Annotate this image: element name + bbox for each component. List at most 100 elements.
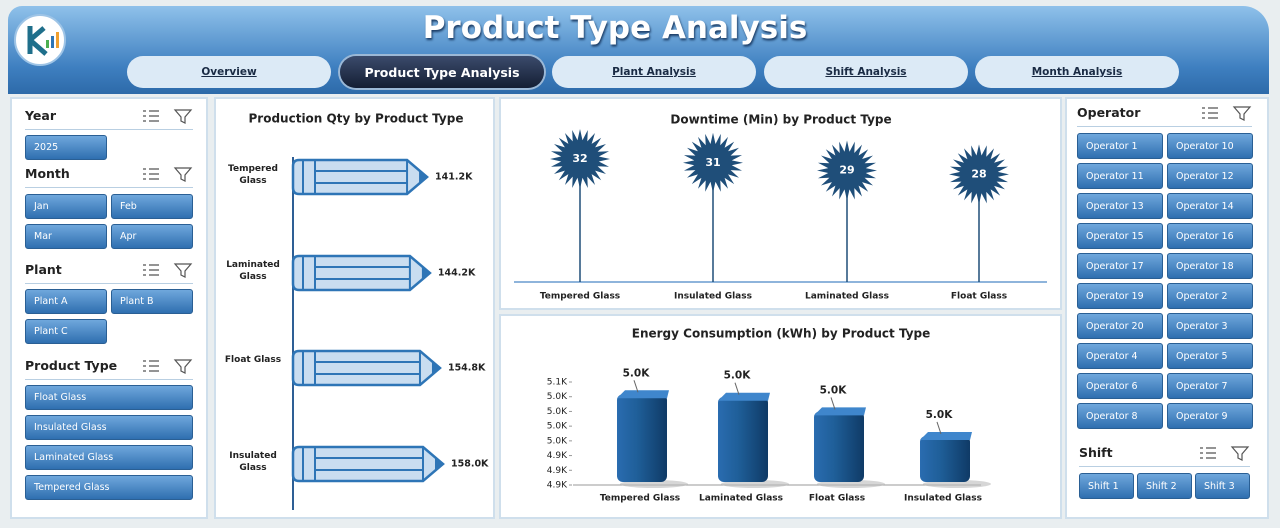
slicer-button[interactable]: Float Glass (25, 385, 193, 410)
slicer-button[interactable]: Operator 14 (1167, 193, 1253, 219)
slicer-button[interactable]: Operator 11 (1077, 163, 1163, 189)
slicer-button[interactable]: Operator 15 (1077, 223, 1163, 249)
chart-title: Downtime (Min) by Product Type (670, 113, 891, 127)
bar (920, 435, 970, 482)
data-label: 29 (839, 164, 854, 177)
x-tick-label: Insulated Glass (674, 292, 752, 302)
slicer-rule (25, 129, 193, 130)
slicer-icons[interactable] (141, 261, 193, 279)
bar (718, 396, 768, 482)
slicer-icons[interactable] (1200, 104, 1252, 122)
nav-tab[interactable]: Overview (127, 56, 331, 88)
logo (14, 14, 66, 66)
lollipop-head (817, 140, 877, 201)
slicer-button[interactable]: Operator 2 (1167, 283, 1253, 309)
slicer-icon[interactable] (1200, 104, 1252, 122)
slicer-button[interactable]: Operator 9 (1167, 403, 1253, 429)
label-leader (633, 380, 639, 393)
energy-panel: Energy Consumption (kWh) by Product Type… (499, 314, 1062, 519)
slicer-title: Operator (1077, 105, 1141, 120)
data-label: 144.2K (438, 268, 476, 279)
slicer-icons[interactable] (1198, 444, 1250, 462)
slicer-icon[interactable] (141, 357, 193, 375)
slicer-title: Product Type (25, 358, 118, 373)
slicer-button[interactable]: Operator 17 (1077, 253, 1163, 279)
y-tick-label: 5.0K (547, 407, 568, 417)
slicer-title: Month (25, 166, 70, 181)
category-label: Laminated Glass (226, 260, 280, 282)
slicer-button[interactable]: Operator 19 (1077, 283, 1163, 309)
pencil-part (421, 267, 430, 279)
slicer-button[interactable]: Operator 16 (1167, 223, 1253, 249)
slicer-button[interactable]: Operator 5 (1167, 343, 1253, 369)
nav-tab[interactable]: Product Type Analysis (340, 56, 544, 88)
slicer-button[interactable]: Operator 7 (1167, 373, 1253, 399)
nav-tab[interactable]: Shift Analysis (764, 56, 968, 88)
label-leader (936, 421, 942, 435)
slicer-button[interactable]: Operator 20 (1077, 313, 1163, 339)
y-tick-label: 5.0K (547, 422, 568, 432)
slicer-button[interactable]: Plant C (25, 319, 107, 344)
lollipop-head (949, 144, 1009, 205)
data-label: 28 (971, 167, 986, 180)
y-tick-label: 5.1K (547, 378, 568, 388)
bar-top (814, 407, 866, 416)
slicer-button[interactable]: Operator 8 (1077, 403, 1163, 429)
slicer-button[interactable]: Operator 10 (1167, 133, 1253, 159)
pencil-bar (291, 349, 442, 387)
slicer-rule (25, 187, 193, 188)
nav-tab[interactable]: Month Analysis (975, 56, 1179, 88)
pencil-bar (291, 158, 429, 196)
slicer-icon[interactable] (141, 107, 193, 125)
category-label: Insulated Glass (229, 451, 277, 473)
slicer-button[interactable]: Insulated Glass (25, 415, 193, 440)
data-label: 32 (572, 152, 587, 165)
slicer-button[interactable]: Plant B (111, 289, 193, 314)
data-label: 141.2K (435, 172, 473, 183)
slicer-icons[interactable] (141, 165, 193, 183)
slicer-button[interactable]: Shift 3 (1195, 473, 1250, 499)
slicer-button[interactable]: Operator 4 (1077, 343, 1163, 369)
slicer-icon[interactable] (141, 165, 193, 183)
slicer-button[interactable]: Apr (111, 224, 193, 249)
pencil-part (435, 458, 443, 470)
data-label: 5.0K (623, 367, 651, 379)
lollipop-head (550, 129, 610, 189)
slicer-icon[interactable] (141, 261, 193, 279)
y-tick-label: 5.0K (547, 392, 568, 402)
slicer-button[interactable]: Plant A (25, 289, 107, 314)
chart-title: Energy Consumption (kWh) by Product Type (632, 327, 931, 341)
data-label: 154.8K (448, 363, 486, 374)
slicer-button[interactable]: Operator 13 (1077, 193, 1163, 219)
slicer-rule (1079, 466, 1250, 467)
slicer-button[interactable]: Operator 18 (1167, 253, 1253, 279)
slicer-button[interactable]: Shift 2 (1137, 473, 1192, 499)
slicer-icons[interactable] (141, 357, 193, 375)
pencil-part (419, 171, 428, 183)
slicer-title: Plant (25, 262, 62, 277)
slicer-button[interactable]: Operator 12 (1167, 163, 1253, 189)
slicer-button[interactable]: Tempered Glass (25, 475, 193, 500)
slicer-button[interactable]: Jan (25, 194, 107, 219)
production-panel: Production Qty by Product Type 141.2K 144.… (214, 97, 495, 519)
category-label: Float Glass (224, 355, 282, 365)
bar (617, 394, 667, 482)
slicer-button[interactable]: Laminated Glass (25, 445, 193, 470)
logo-mark (27, 26, 59, 56)
slicer-button[interactable]: Mar (25, 224, 107, 249)
x-tick-label: Float Glass (809, 494, 865, 504)
slicer-icon[interactable] (1198, 444, 1250, 462)
slicer-icons[interactable] (141, 107, 193, 125)
slicer-button[interactable]: Feb (111, 194, 193, 219)
slicer-button[interactable]: Operator 6 (1077, 373, 1163, 399)
y-tick-label: 4.9K (547, 481, 568, 491)
slicer-button[interactable]: Operator 1 (1077, 133, 1163, 159)
slicer-button[interactable]: Operator 3 (1167, 313, 1253, 339)
data-label: 5.0K (926, 409, 954, 421)
slicer-button[interactable]: 2025 (25, 135, 107, 160)
pencil-part (291, 158, 429, 196)
nav-tab[interactable]: Plant Analysis (552, 56, 756, 88)
slicer-button[interactable]: Shift 1 (1079, 473, 1134, 499)
bar (814, 411, 864, 482)
